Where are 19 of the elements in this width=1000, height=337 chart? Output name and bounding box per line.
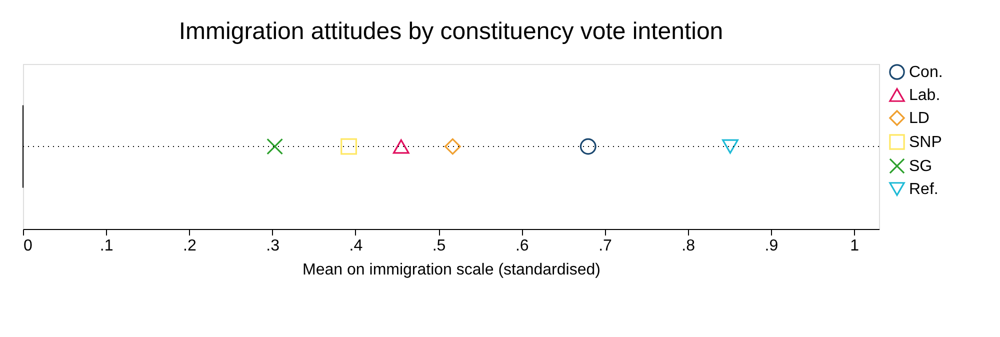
x-tick-label: .3 (266, 238, 280, 254)
x-tick-label: .5 (432, 238, 446, 254)
legend-label: Con. (909, 64, 943, 81)
legend-label: LD (909, 110, 930, 127)
x-tick-label: .9 (764, 238, 778, 254)
x-tick-label: .6 (515, 238, 529, 254)
x-tick-label: .2 (183, 238, 196, 254)
x-tick-label: .7 (598, 238, 612, 254)
legend-label: Ref. (909, 181, 938, 198)
x-tick-label: .4 (349, 238, 363, 254)
x-tick-label: 1 (850, 238, 860, 254)
legend-label: SG (909, 158, 932, 175)
x-axis-title: Mean on immigration scale (standardised) (302, 262, 600, 278)
chart-title: Immigration attitudes by constituency vote intention (178, 18, 724, 45)
x-tick-label: 0 (24, 238, 32, 254)
x-tick-label: .8 (682, 238, 696, 254)
legend-label: Lab. (909, 87, 940, 104)
x-tick-label: .1 (100, 238, 114, 254)
legend-label: SNP (909, 134, 942, 151)
